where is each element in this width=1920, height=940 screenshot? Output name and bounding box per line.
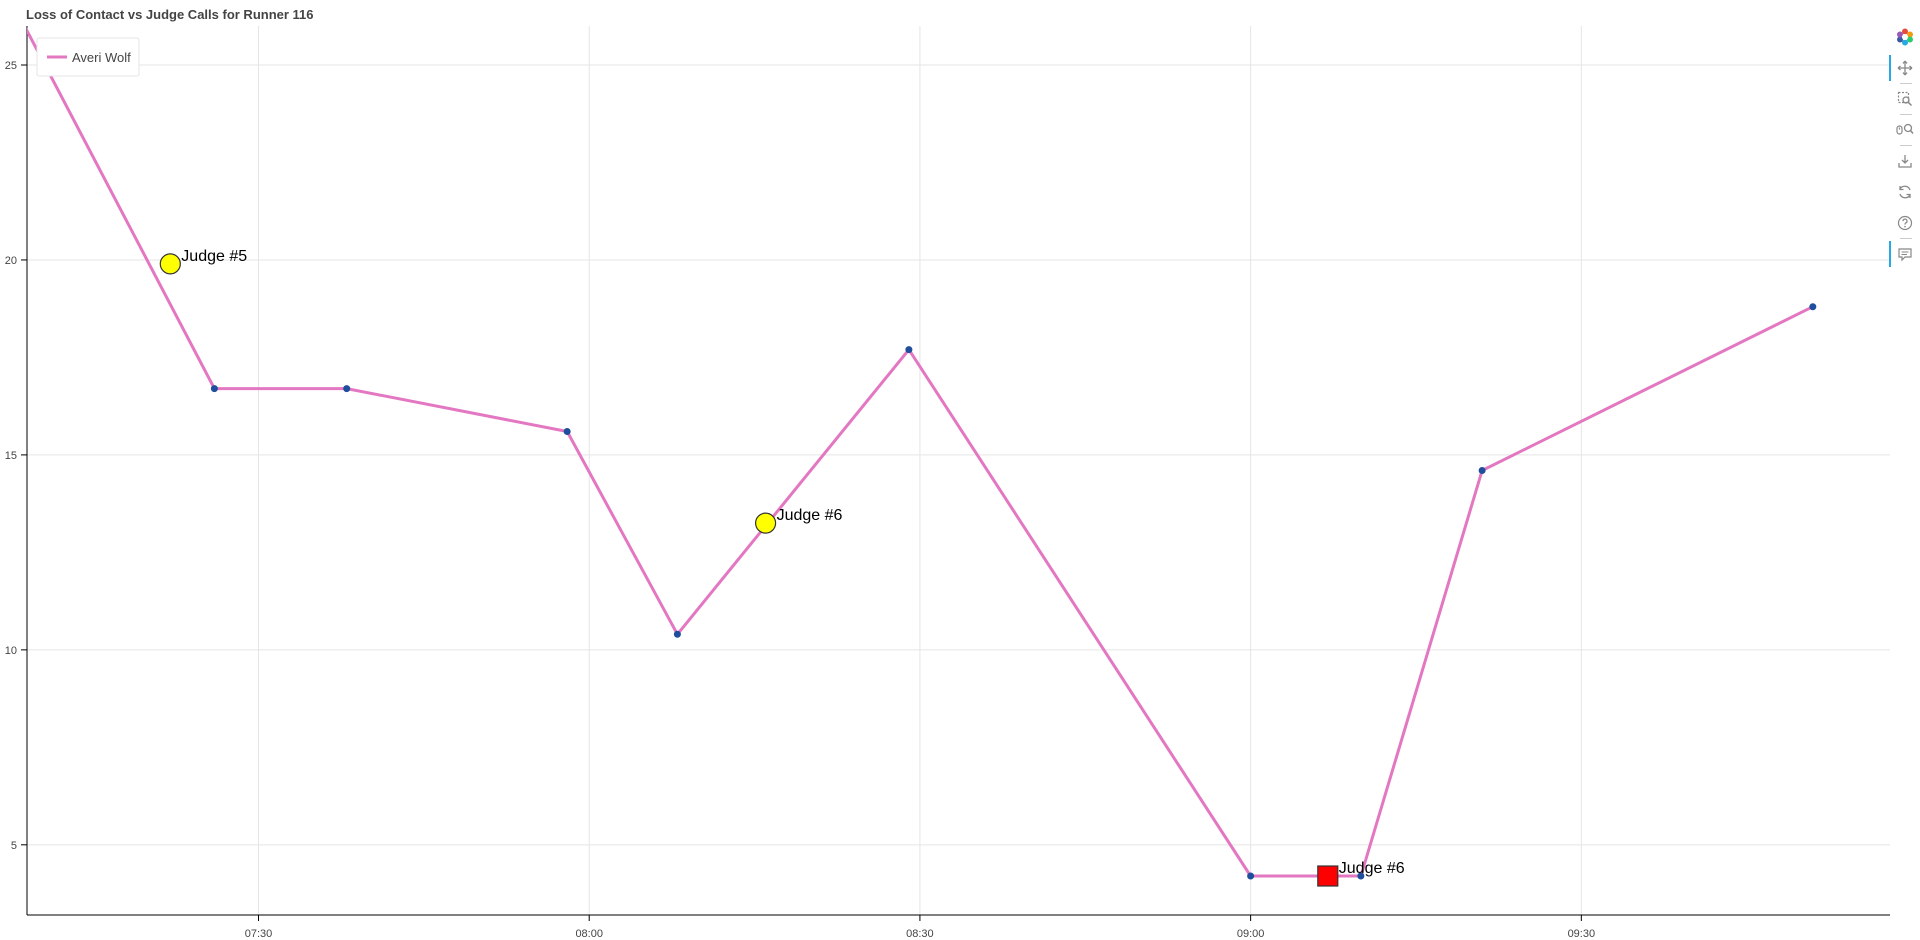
active-indicator — [1889, 241, 1891, 267]
x-tick-label: 07:30 — [245, 928, 273, 940]
judge-call-label: Judge #6 — [777, 507, 843, 524]
wheel-zoom-icon — [1895, 123, 1914, 135]
hover-icon — [1897, 248, 1912, 262]
data-point[interactable] — [1809, 303, 1817, 311]
y-tick-label: 5 — [11, 840, 17, 852]
bokeh-logo-icon[interactable] — [1889, 24, 1920, 50]
x-tick-label: 08:00 — [575, 928, 603, 940]
help-icon — [1897, 215, 1912, 231]
help-tool[interactable] — [1889, 210, 1920, 236]
y-tick-label: 10 — [5, 645, 17, 657]
pan-icon — [1897, 60, 1912, 76]
y-tick-label: 20 — [5, 255, 17, 267]
wheel-zoom-tool[interactable] — [1889, 117, 1920, 143]
box-zoom-icon — [1897, 91, 1912, 107]
chart-title: Loss of Contact vs Judge Calls for Runne… — [26, 7, 314, 22]
data-point[interactable] — [1478, 467, 1486, 474]
series-layer — [27, 27, 1817, 880]
x-tick-label: 09:30 — [1568, 928, 1596, 940]
active-indicator — [1889, 55, 1891, 81]
judge-layer: Judge #5 Judge #6 Judge #6 — [159, 248, 1405, 887]
series-line — [27, 27, 1814, 878]
judge-call-circle-marker[interactable] — [159, 253, 181, 275]
save-tool[interactable] — [1889, 148, 1920, 174]
toolbar — [1889, 24, 1920, 269]
judge-call-label: Judge #5 — [181, 248, 247, 265]
pan-tool[interactable] — [1889, 55, 1920, 81]
data-point[interactable] — [563, 428, 571, 436]
y-tick-label: 25 — [5, 60, 17, 72]
save-icon — [1897, 155, 1912, 168]
data-point[interactable] — [343, 385, 351, 393]
hover-tool[interactable] — [1889, 241, 1920, 267]
y-tick-label: 15 — [5, 450, 17, 462]
data-point[interactable] — [1357, 872, 1365, 880]
data-point[interactable] — [210, 385, 218, 393]
judge-call-square-marker[interactable] — [1317, 865, 1339, 887]
reset-tool[interactable] — [1889, 179, 1920, 205]
x-tick-label: 08:30 — [906, 928, 934, 940]
legend-box — [36, 37, 140, 77]
judge-call-circle-marker[interactable] — [754, 512, 777, 534]
x-tick-label: 09:00 — [1237, 928, 1265, 940]
data-point[interactable] — [673, 630, 681, 638]
grid-layer — [27, 26, 1890, 915]
reset-icon — [1898, 185, 1911, 199]
legend-entry-label: Averi Wolf — [72, 50, 131, 65]
data-point[interactable] — [905, 346, 913, 354]
legend[interactable]: Averi Wolf — [36, 37, 140, 77]
judge-call-label: Judge #6 — [1339, 860, 1405, 877]
axis-layer: 07:30 08:00 08:30 09:00 09:30 5 10 15 20 25 — [5, 26, 1890, 940]
data-point[interactable] — [1247, 872, 1255, 880]
box-zoom-tool[interactable] — [1889, 86, 1920, 112]
